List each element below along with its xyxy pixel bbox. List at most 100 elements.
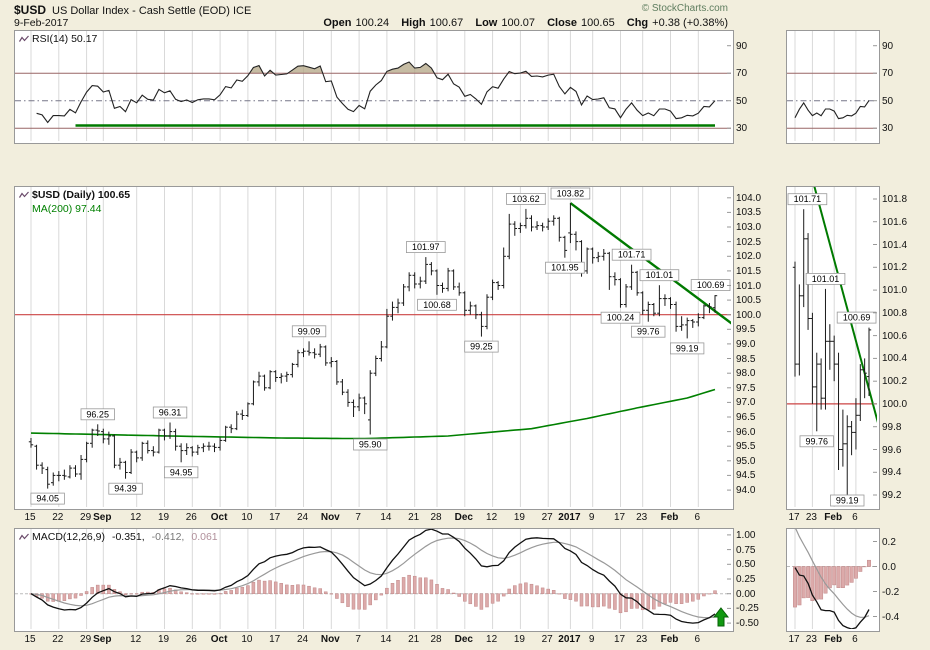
date-tick-label: 27 [541, 512, 553, 523]
axis-label: 100.0 [736, 309, 762, 321]
date-tick-label: 28 [430, 634, 442, 645]
rsi-zoom-panel [786, 30, 880, 144]
axis-label: 98.5 [736, 353, 756, 365]
date-tick-label: 17 [269, 512, 281, 523]
svg-text:100.69: 100.69 [697, 280, 725, 290]
price-panel: 94.05 96.25 94.39 96.31 94.95 99.09 95.90 101.9… [14, 186, 734, 510]
date-tick-label: 2017 [558, 512, 581, 523]
date-tick-label: 17 [613, 634, 626, 645]
date-tick-label: 12 [130, 512, 142, 523]
macd-zoom-panel [786, 528, 880, 632]
date-tick-label: 23 [805, 512, 817, 523]
macd-signal-value: -0.412, [151, 531, 185, 543]
date-tick-label: 19 [513, 634, 525, 645]
axis-label: 100.8 [882, 307, 908, 319]
axis-label: 101.5 [736, 265, 762, 277]
svg-text:94.95: 94.95 [170, 467, 193, 477]
axis-label: 70 [882, 68, 894, 80]
date-tick-label: 29 [80, 634, 92, 645]
price-callout: 101.01 [805, 273, 846, 285]
date-tick-label: Feb [824, 512, 843, 523]
price-callout: 96.25 [80, 408, 115, 421]
svg-text:95.90: 95.90 [359, 440, 382, 450]
date-tick-label: Nov [320, 512, 340, 523]
date-tick-label: Dec [454, 512, 473, 523]
axis-label: 100.6 [882, 330, 908, 342]
axis-label: 97.0 [736, 397, 756, 409]
date-tick-label: 23 [636, 634, 648, 645]
axis-label: 0.75 [736, 544, 756, 556]
rsi-plot [15, 31, 731, 141]
date-tick-label: 23 [636, 512, 648, 523]
date-tick-label: 14 [380, 512, 392, 523]
open-value: 100.24 [355, 17, 390, 29]
date-tick-label: 19 [513, 512, 525, 523]
axis-label: 94.0 [736, 485, 756, 497]
buy-signal-arrow-icon [712, 607, 730, 627]
axis-label: 101.0 [736, 280, 762, 292]
open-label: Open [323, 17, 352, 29]
axis-label: 101.4 [882, 239, 908, 251]
date-tick-label: 6 [852, 512, 858, 523]
date-tick-label: 7 [355, 512, 361, 523]
axis-label: 101.0 [882, 285, 908, 297]
close-label: Close [547, 17, 578, 29]
axis-label: 102.0 [736, 251, 762, 263]
axis-label: 102.5 [736, 236, 762, 248]
date-tick-label: 15 [24, 634, 36, 645]
date-axis-top: 15 22 29 Sep 12 19 26 Oct 10 17 24 Nov 7 14 21 28 Dec 12 1… [0, 512, 930, 524]
rsi-panel: RSI(14) 50.17 [14, 30, 734, 144]
svg-text:103.62: 103.62 [512, 194, 540, 204]
axis-label: 99.4 [882, 467, 902, 479]
macd-plot [15, 529, 731, 629]
svg-text:94.05: 94.05 [36, 494, 59, 504]
price-callout: 99.09 [291, 325, 327, 338]
price-callout: 103.62 [506, 193, 546, 205]
macd-panel: MACD(12,26,9) -0.351, -0.412, 0.061 [14, 528, 734, 632]
svg-text:101.01: 101.01 [646, 270, 674, 280]
axis-label: 99.8 [882, 421, 902, 433]
svg-text:99.19: 99.19 [676, 343, 699, 353]
price-callout: 95.90 [353, 438, 388, 451]
svg-text:99.25: 99.25 [470, 342, 493, 352]
chart-title: US Dollar Index - Cash Settle (EOD) ICE [52, 5, 252, 17]
axis-label: -0.50 [736, 618, 759, 630]
price-plot: 94.05 96.25 94.39 96.31 94.95 99.09 95.90 101.9… [15, 187, 731, 507]
low-value: 100.07 [501, 17, 536, 29]
svg-text:99.76: 99.76 [637, 327, 660, 337]
price-callout: 100.69 [690, 279, 731, 291]
axis-label: 103.0 [736, 222, 762, 233]
date-tick-label: Dec [454, 634, 473, 645]
price-callout: 94.39 [108, 482, 143, 495]
svg-text:96.31: 96.31 [159, 408, 182, 418]
axis-label: 100.5 [736, 295, 762, 307]
date-tick-label: 10 [241, 512, 253, 523]
axis-label: -0.4 [882, 611, 900, 623]
axis-label: 103.5 [736, 207, 762, 219]
svg-text:99.19: 99.19 [836, 496, 859, 506]
date-tick-label: 21 [408, 512, 420, 523]
svg-text:101.95: 101.95 [551, 263, 579, 273]
axis-label: 1.00 [736, 529, 756, 541]
chart-date: 9-Feb-2017 [14, 17, 69, 29]
rsi-label: RSI(14) 50.17 [19, 34, 97, 45]
date-tick-label: 17 [613, 512, 626, 523]
date-tick-label: 22 [52, 512, 64, 523]
date-tick-label: 23 [805, 634, 817, 645]
date-tick-label: 21 [408, 634, 420, 645]
date-tick-label: 19 [157, 512, 170, 523]
axis-label: 101.2 [882, 262, 908, 274]
axis-label: 100.0 [882, 398, 908, 410]
date-tick-label: 24 [296, 634, 309, 645]
axis-label: 0.2 [882, 536, 896, 548]
price-callout: 99.76 [799, 435, 834, 448]
svg-text:101.71: 101.71 [618, 250, 646, 260]
svg-text:100.68: 100.68 [423, 300, 451, 310]
axis-label: 30 [882, 123, 894, 135]
date-tick-label: Sep [93, 634, 112, 645]
date-tick-label: 12 [486, 512, 498, 523]
axis-label: 101.6 [882, 216, 908, 228]
high-value: 100.67 [429, 17, 464, 29]
price-callout: 96.31 [152, 406, 188, 419]
